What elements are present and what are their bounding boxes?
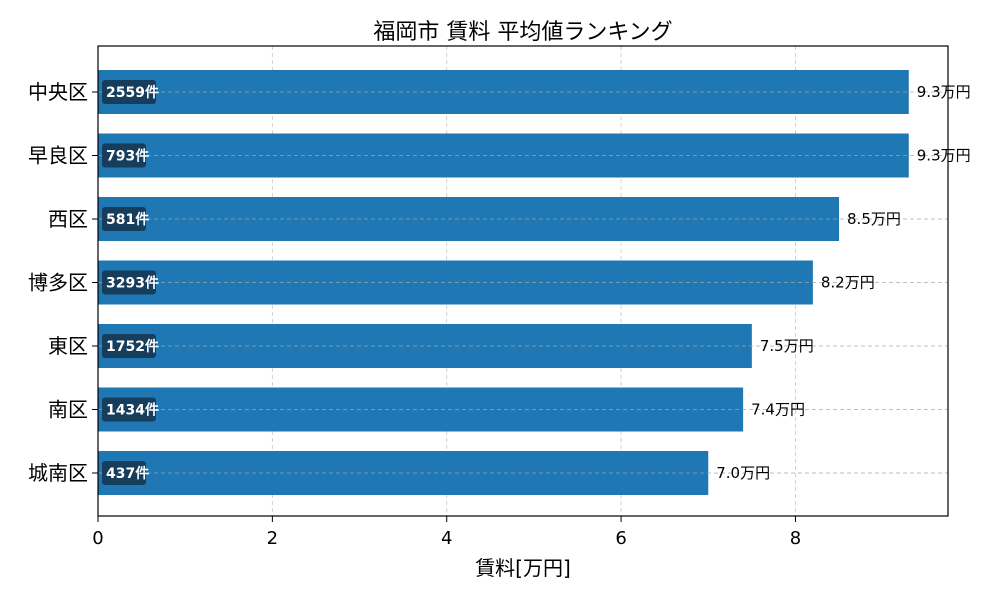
count-badge (102, 80, 156, 104)
category-label: 博多区 (28, 271, 88, 295)
count-label: 581件 (106, 211, 149, 228)
count-label: 1752件 (106, 338, 159, 355)
count-badge (102, 207, 146, 231)
count-badge (102, 461, 146, 485)
x-tick-label: 8 (790, 528, 801, 549)
x-axis-label: 賃料[万円] (475, 556, 571, 580)
value-label: 8.5万円 (847, 210, 901, 228)
category-label: 早良区 (28, 144, 88, 168)
count-label: 2559件 (106, 84, 159, 101)
count-badge (102, 143, 146, 168)
value-label: 7.0万円 (716, 464, 770, 482)
count-label: 793件 (106, 148, 149, 165)
category-label: 城南区 (28, 461, 88, 485)
chart-title: 福岡市 賃料 平均値ランキング (373, 20, 672, 45)
value-label: 9.3万円 (917, 83, 971, 101)
category-label: 中央区 (28, 80, 88, 104)
x-tick-label: 2 (267, 528, 278, 549)
bars-layer: 2559件 9.3万円 793件 9.3万円 581件 8.5万円 3293件 8.2万円 17… (98, 70, 971, 495)
count-badge (102, 270, 156, 295)
value-label: 8.2万円 (821, 274, 875, 292)
value-label: 9.3万円 (917, 147, 971, 165)
count-label: 3293件 (106, 275, 159, 292)
plot-frame (97, 45, 949, 517)
value-label: 7.4万円 (751, 401, 805, 419)
x-tick-label: 0 (92, 528, 103, 549)
x-tick-label: 6 (615, 528, 626, 549)
category-label: 南区 (48, 398, 88, 422)
count-badge (102, 334, 156, 358)
x-tick-label: 4 (441, 528, 452, 549)
value-label: 7.5万円 (760, 337, 814, 355)
count-label: 437件 (106, 465, 149, 482)
bar (98, 197, 840, 241)
category-label: 東区 (48, 334, 88, 358)
category-label: 西区 (48, 207, 88, 231)
count-badge (102, 397, 156, 422)
count-label: 1434件 (106, 402, 159, 419)
